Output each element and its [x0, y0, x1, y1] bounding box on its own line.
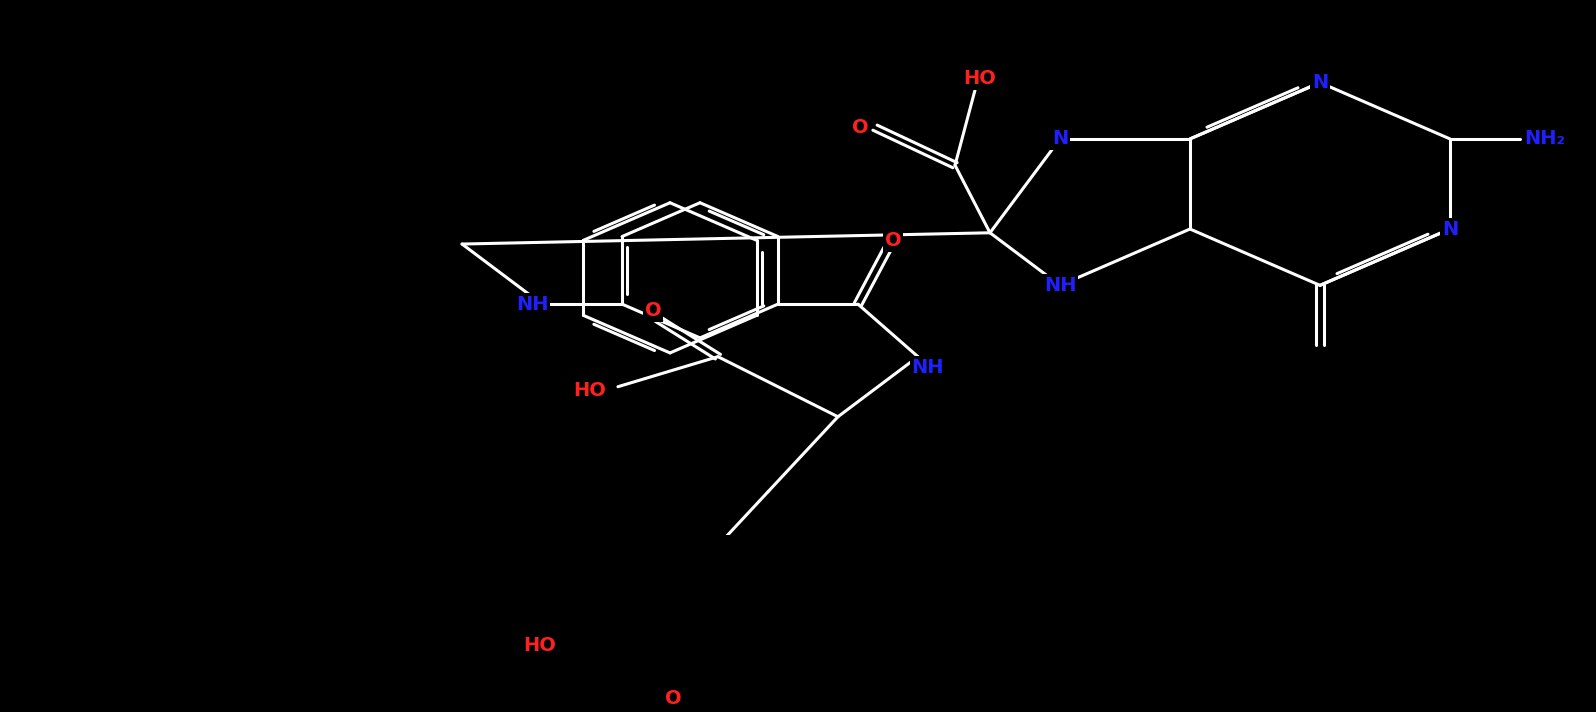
Text: N: N — [1441, 219, 1459, 239]
Text: N: N — [1052, 130, 1068, 148]
Text: O: O — [664, 689, 681, 708]
Text: NH: NH — [516, 295, 549, 313]
Text: O: O — [645, 300, 661, 320]
Text: HO: HO — [573, 381, 606, 400]
Text: NH: NH — [911, 358, 945, 377]
Text: O: O — [884, 231, 902, 250]
Text: HO: HO — [964, 69, 996, 88]
Text: O: O — [852, 118, 868, 137]
Text: HO: HO — [523, 637, 557, 655]
Text: N: N — [1312, 73, 1328, 92]
Text: NH: NH — [1044, 276, 1076, 295]
Text: NH₂: NH₂ — [1524, 130, 1566, 148]
